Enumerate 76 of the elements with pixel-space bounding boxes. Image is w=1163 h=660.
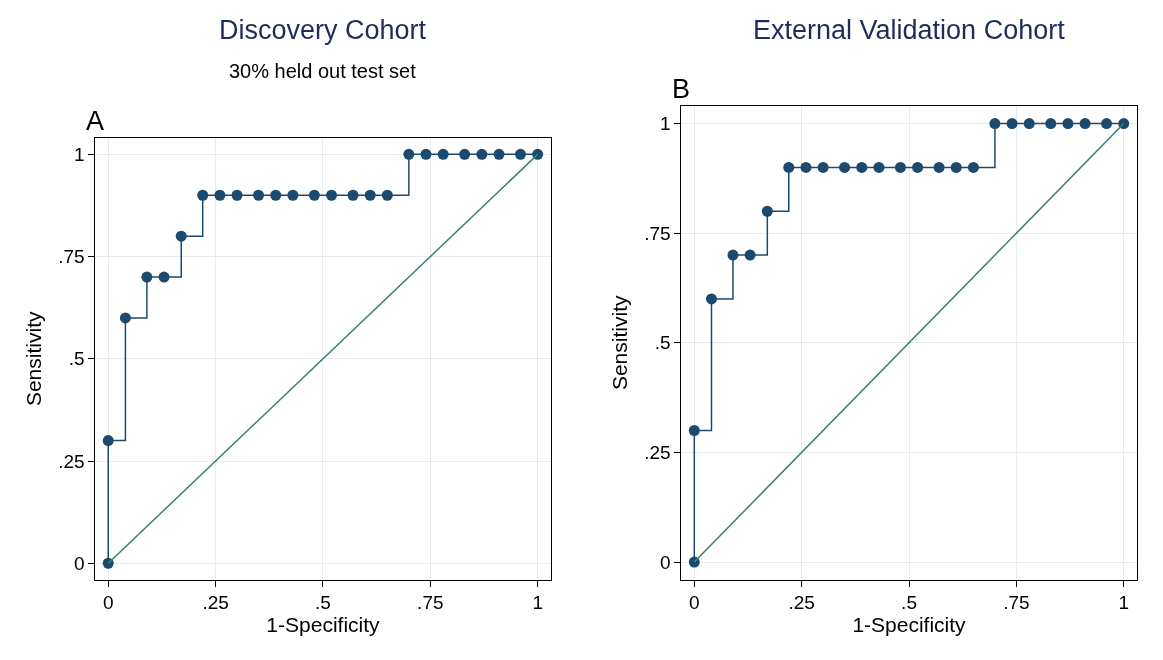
text: B: [672, 74, 691, 104]
point: [1006, 118, 1018, 130]
chart-subtitle: 30% held out test set: [229, 60, 417, 82]
y-tick-label: 0: [660, 551, 671, 573]
point: [744, 249, 756, 261]
x-axis-title: 1-Specificity: [852, 613, 967, 637]
point: [1023, 118, 1035, 130]
point: [1118, 118, 1130, 130]
x-tick-label: .5: [315, 592, 331, 614]
point: [459, 148, 471, 160]
y-tick-label: .5: [654, 332, 671, 354]
y-axis-title: Sensitivity: [608, 295, 632, 391]
x-tick-label: .75: [1003, 592, 1030, 614]
y-tick-label: .5: [68, 348, 85, 370]
point: [727, 249, 739, 261]
point: [420, 148, 432, 160]
point: [800, 161, 812, 173]
point: [688, 425, 700, 436]
y-tick-label: .25: [644, 442, 671, 464]
point: [950, 161, 962, 173]
point: [912, 161, 924, 173]
point: [347, 189, 359, 201]
x-tick-label: 0: [102, 592, 114, 614]
x-tick-label: .25: [202, 592, 229, 614]
y-tick-label: .25: [58, 450, 85, 472]
point: [231, 189, 243, 201]
y-tick-label: .75: [58, 246, 85, 268]
point: [141, 271, 153, 283]
point: [308, 189, 320, 201]
point: [493, 148, 505, 160]
point: [437, 148, 449, 160]
point: [967, 161, 979, 173]
point: [175, 230, 187, 242]
x-tick-label: .25: [788, 592, 815, 614]
chart-title: Discovery Cohort: [219, 15, 427, 45]
point: [119, 312, 131, 324]
y-tick-label: .75: [644, 222, 671, 244]
point: [214, 189, 226, 201]
point: [326, 189, 338, 201]
point: [364, 189, 376, 201]
y-tick-label: 1: [73, 144, 85, 166]
point: [761, 205, 773, 217]
point: [933, 161, 945, 173]
point: [1101, 118, 1113, 130]
chart-title: External Validation Cohort: [753, 15, 1066, 45]
point: [856, 161, 868, 173]
point: [197, 189, 209, 201]
point: [381, 189, 393, 201]
point: [476, 148, 488, 160]
point: [705, 293, 717, 305]
point: [253, 189, 265, 201]
x-tick-label: 1: [532, 592, 543, 614]
point: [783, 161, 795, 173]
point: [1062, 118, 1074, 130]
point: [817, 161, 829, 173]
x-tick-label: .75: [417, 592, 444, 614]
point: [403, 148, 415, 160]
point: [894, 161, 906, 173]
point: [839, 161, 851, 173]
point: [287, 189, 299, 201]
y-tick-label: 1: [660, 113, 671, 135]
y-tick-label: 0: [73, 552, 85, 574]
y-axis-title: Sensitivity: [22, 311, 46, 407]
x-tick-label: 0: [689, 592, 700, 614]
x-axis-title: 1-Specificity: [266, 613, 381, 637]
point: [1079, 118, 1091, 130]
point: [514, 148, 526, 160]
text: A: [86, 106, 105, 136]
x-tick-label: 1: [1118, 592, 1130, 614]
point: [989, 118, 1001, 130]
point: [158, 271, 170, 283]
point: [270, 189, 282, 201]
x-tick-label: .5: [901, 592, 917, 614]
point: [102, 435, 114, 447]
point: [873, 161, 885, 173]
point: [1045, 118, 1057, 130]
